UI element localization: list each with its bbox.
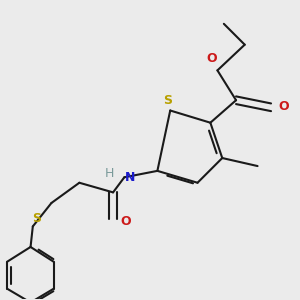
Text: O: O — [120, 215, 131, 228]
Text: N: N — [125, 171, 135, 184]
Text: O: O — [278, 100, 289, 113]
Text: H: H — [105, 167, 114, 180]
Text: S: S — [163, 94, 172, 107]
Text: O: O — [206, 52, 217, 64]
Text: S: S — [32, 212, 41, 225]
